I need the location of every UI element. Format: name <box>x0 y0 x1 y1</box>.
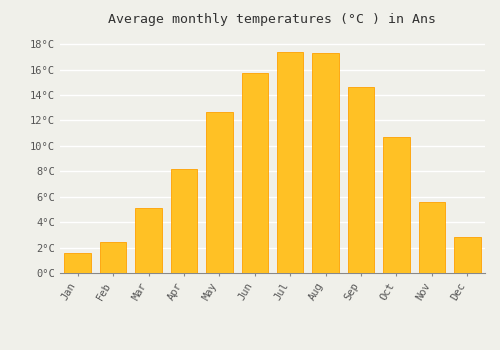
Bar <box>100 243 126 273</box>
Bar <box>418 202 445 273</box>
Bar <box>64 253 91 273</box>
Bar <box>136 208 162 273</box>
Bar <box>454 237 480 273</box>
Title: Average monthly temperatures (°C ) in Ans: Average monthly temperatures (°C ) in An… <box>108 13 436 26</box>
Bar <box>277 52 303 273</box>
Bar <box>206 112 233 273</box>
Bar <box>383 137 409 273</box>
Bar <box>312 53 339 273</box>
Bar <box>242 74 268 273</box>
Bar <box>348 88 374 273</box>
Bar <box>170 169 197 273</box>
